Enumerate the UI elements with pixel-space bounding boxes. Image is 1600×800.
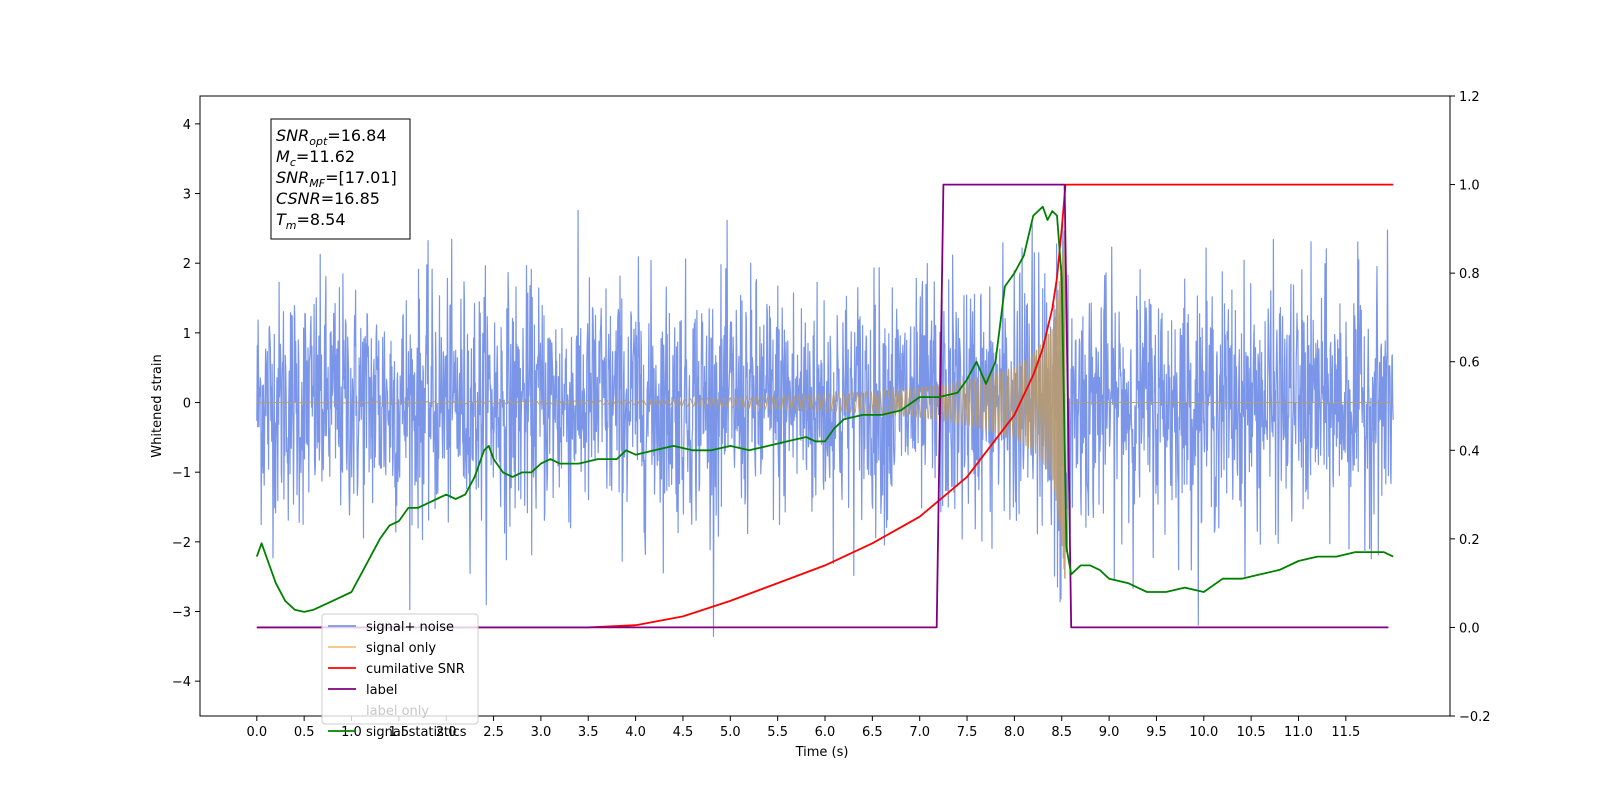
legend: signal+ noise signal only cumilative SNR la… (321, 613, 479, 740)
legend-entry: signal only (366, 641, 436, 656)
legend-entry: cumilative SNR (366, 662, 465, 677)
annotation-line: Tm=8.54 (276, 210, 346, 232)
legend-entry: signal+ noise (366, 620, 454, 635)
x-tick-label: 7.0 (909, 725, 930, 740)
annotation-frame (270, 118, 411, 240)
x-tick-label: 1.0 (341, 725, 362, 740)
y-right-tick-label: 0.4 (1459, 444, 1480, 459)
legend-entry: signal statistics (366, 725, 467, 740)
y-right-tick-label: 0.6 (1459, 356, 1480, 371)
x-tick-label: 6.0 (815, 725, 836, 740)
series-cumulative-snr (256, 183, 1394, 629)
x-tick-label: 9.5 (1146, 725, 1167, 740)
y-tick-label: −4 (172, 675, 191, 690)
x-tick-label: 11.5 (1331, 725, 1360, 740)
x-tick-label: 4.0 (625, 725, 646, 740)
x-tick-label: 3.0 (531, 725, 552, 740)
series-label (256, 183, 1389, 629)
series-signal-noise (256, 209, 1394, 637)
x-tick-label: 4.5 (673, 725, 694, 740)
y-tick-label: 0 (183, 397, 191, 412)
annotation-line: Mc=11.62 (276, 147, 355, 169)
x-tick-label: 9.0 (1099, 725, 1120, 740)
series-signal-statistics (255, 205, 1394, 613)
y-tick-label: −1 (172, 466, 191, 481)
y-right-tick-label: 0.8 (1459, 267, 1480, 282)
annotation-line: CSNR=16.85 (276, 189, 380, 208)
x-tick-label: 7.5 (957, 725, 978, 740)
x-tick-label: 10.0 (1189, 725, 1218, 740)
y-tick-label: 3 (183, 188, 191, 203)
y-right-tick-label: 1.2 (1459, 90, 1480, 105)
x-tick-label: 2.0 (436, 725, 457, 740)
x-tick-label: 2.5 (483, 725, 504, 740)
x-tick-label: 3.5 (578, 725, 599, 740)
x-tick-label: 1.5 (389, 725, 410, 740)
y-right-tick-label: 0.0 (1459, 621, 1480, 636)
y-tick-label: −2 (172, 536, 191, 551)
y-tick-label: 1 (183, 327, 191, 342)
x-axis-label: Time (s) (795, 745, 849, 760)
series-signal-only (256, 229, 1394, 580)
annotation-line: SNRMF=[17.01] (276, 168, 397, 190)
legend-frame (321, 613, 479, 725)
y-right-tick-label: 1.0 (1459, 179, 1480, 194)
x-tick-label: 8.5 (1051, 725, 1072, 740)
x-tick-label: 6.5 (862, 725, 883, 740)
y-axis-label: Whitened strain (150, 354, 165, 457)
annotation-box: SNRopt=16.84Mc=11.62SNRMF=[17.01]CSNR=16… (270, 118, 411, 240)
y-tick-label: −3 (172, 606, 191, 621)
x-tick-label: 0.5 (294, 725, 315, 740)
x-tick-label: 0.0 (246, 725, 267, 740)
x-tick-label: 5.5 (767, 725, 788, 740)
x-tick-label: 11.0 (1284, 725, 1313, 740)
y-tick-label: 2 (183, 257, 191, 272)
legend-entry: label (366, 683, 397, 698)
x-tick-label: 10.5 (1237, 725, 1266, 740)
y-right-tick-label: −0.2 (1459, 710, 1491, 725)
x-tick-label: 5.0 (720, 725, 741, 740)
annotation-line: SNRopt=16.84 (276, 126, 387, 148)
y-right-tick-label: 0.2 (1459, 533, 1480, 548)
legend-entry: label only (366, 704, 429, 719)
y-tick-label: 4 (183, 118, 191, 133)
x-tick-label: 8.0 (1004, 725, 1025, 740)
